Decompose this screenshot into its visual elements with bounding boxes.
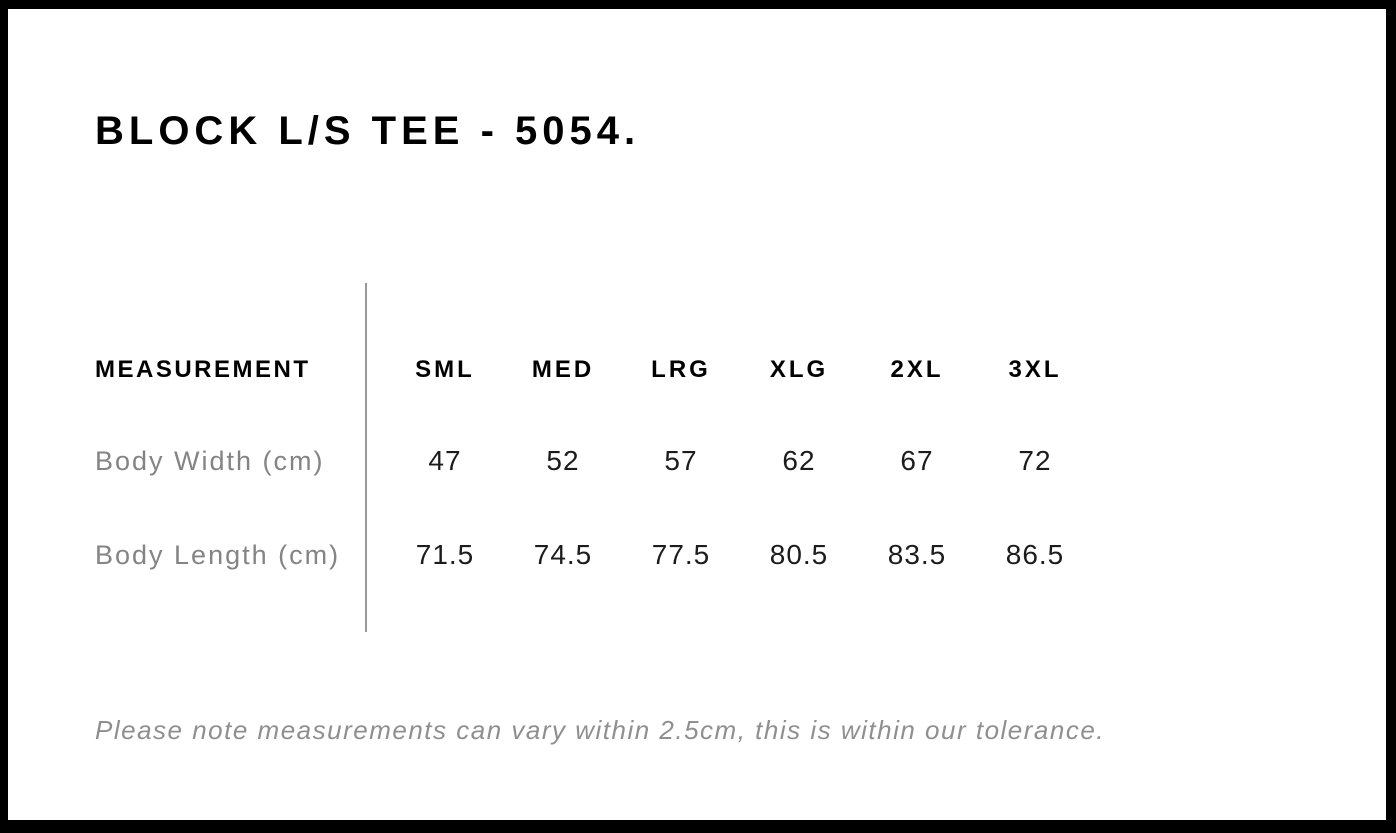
size-header-2xl: 2XL <box>890 356 944 383</box>
body-width-3xl: 72 <box>1018 445 1052 476</box>
size-guide-page: BLOCK L/S TEE - 5054. MEASUREMENT SML ME… <box>8 9 1386 820</box>
body-length-lrg: 77.5 <box>651 539 711 570</box>
body-length-xlg: 80.5 <box>769 539 829 570</box>
body-length-2xl: 83.5 <box>887 539 947 570</box>
page-title: BLOCK L/S TEE - 5054. <box>95 109 641 153</box>
size-chart: MEASUREMENT SML MED LRG XLG 2XL 3XL Body… <box>8 9 1386 820</box>
row-label-body-length: Body Length (cm) <box>95 539 341 570</box>
size-header-xlg: XLG <box>769 356 829 383</box>
size-header-med: MED <box>531 356 595 383</box>
size-header-sml: SML <box>415 356 475 383</box>
size-header-3xl: 3XL <box>1008 356 1062 383</box>
table-row-body-length: Body Length (cm) 71.5 74.5 77.5 80.5 83.… <box>95 535 1094 575</box>
body-width-lrg: 57 <box>664 445 698 476</box>
size-chart-header-row: MEASUREMENT SML MED LRG XLG 2XL 3XL <box>95 350 1094 390</box>
body-width-med: 52 <box>546 445 580 476</box>
body-width-sml: 47 <box>428 445 462 476</box>
row-label-body-width: Body Width (cm) <box>95 445 325 476</box>
body-width-2xl: 67 <box>900 445 934 476</box>
body-length-3xl: 86.5 <box>1005 539 1065 570</box>
size-header-lrg: LRG <box>651 356 711 383</box>
table-row-body-width: Body Width (cm) 47 52 57 62 67 72 <box>95 441 1094 481</box>
body-length-med: 74.5 <box>533 539 593 570</box>
body-width-xlg: 62 <box>782 445 816 476</box>
body-length-sml: 71.5 <box>415 539 475 570</box>
column-divider-line <box>365 283 367 632</box>
measurement-column-header: MEASUREMENT <box>95 356 311 383</box>
tolerance-note: Please note measurements can vary within… <box>95 715 1106 745</box>
